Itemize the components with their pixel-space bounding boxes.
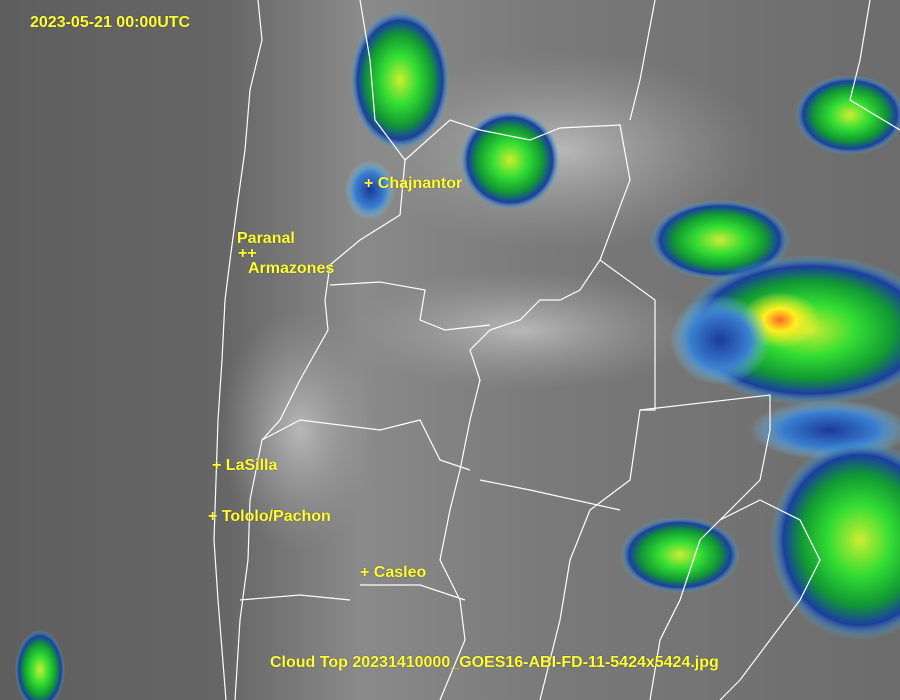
site-label-armazones: Armazones	[248, 260, 335, 277]
site-label-casleo: + Casleo	[360, 564, 427, 581]
timestamp-label: 2023-05-21 00:00UTC	[30, 14, 191, 31]
image-caption: Cloud Top 20231410000_GOES16-ABI-FD-11-5…	[270, 654, 719, 671]
site-label-paranal: Paranal	[237, 230, 295, 247]
site-marker-paranal-armazones: ++	[238, 245, 257, 262]
site-label-tololo-pachon: + Tololo/Pachon	[208, 508, 331, 525]
political-borders	[213, 0, 900, 700]
site-label-chajnantor: + Chajnantor	[364, 175, 463, 192]
site-label-lasilla: + LaSilla	[212, 457, 278, 474]
